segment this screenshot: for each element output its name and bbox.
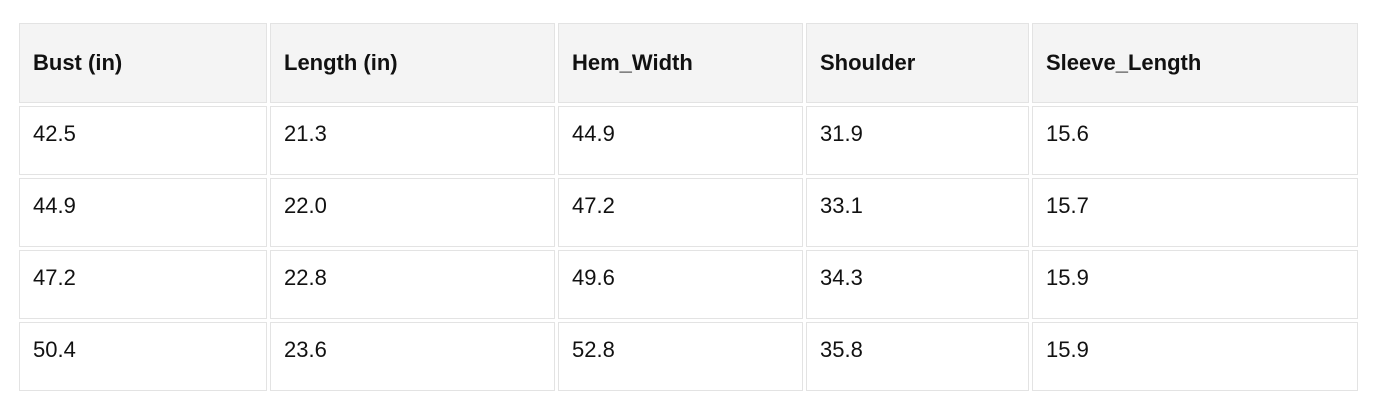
table-cell: 44.9 [19, 178, 267, 247]
column-header: Sleeve_Length [1032, 23, 1358, 103]
table-cell: 44.9 [558, 106, 803, 175]
table-row: 42.5 21.3 44.9 31.9 15.6 [19, 106, 1358, 175]
table-cell: 31.9 [806, 106, 1029, 175]
table-cell: 49.6 [558, 250, 803, 319]
table-cell: 22.8 [270, 250, 555, 319]
table-cell: 47.2 [558, 178, 803, 247]
table-cell: 42.5 [19, 106, 267, 175]
table-cell: 15.9 [1032, 250, 1358, 319]
table-body: 42.5 21.3 44.9 31.9 15.6 44.9 22.0 47.2 33.1 15.7… [19, 106, 1358, 391]
table-cell: 15.9 [1032, 322, 1358, 391]
column-header: Shoulder [806, 23, 1029, 103]
table-row: 47.2 22.8 49.6 34.3 15.9 [19, 250, 1358, 319]
table-cell: 15.6 [1032, 106, 1358, 175]
table-row: 44.9 22.0 47.2 33.1 15.7 [19, 178, 1358, 247]
column-header: Hem_Width [558, 23, 803, 103]
measurements-table: Bust (in) Length (in) Hem_Width Shoulder Sle… [16, 20, 1361, 394]
column-header: Bust (in) [19, 23, 267, 103]
table-row: 50.4 23.6 52.8 35.8 15.9 [19, 322, 1358, 391]
table-cell: 47.2 [19, 250, 267, 319]
table-cell: 33.1 [806, 178, 1029, 247]
table-cell: 35.8 [806, 322, 1029, 391]
table-cell: 23.6 [270, 322, 555, 391]
table-cell: 15.7 [1032, 178, 1358, 247]
column-header: Length (in) [270, 23, 555, 103]
table-cell: 50.4 [19, 322, 267, 391]
header-row: Bust (in) Length (in) Hem_Width Shoulder Sle… [19, 23, 1358, 103]
table-cell: 21.3 [270, 106, 555, 175]
table-cell: 52.8 [558, 322, 803, 391]
table-cell: 34.3 [806, 250, 1029, 319]
table-cell: 22.0 [270, 178, 555, 247]
